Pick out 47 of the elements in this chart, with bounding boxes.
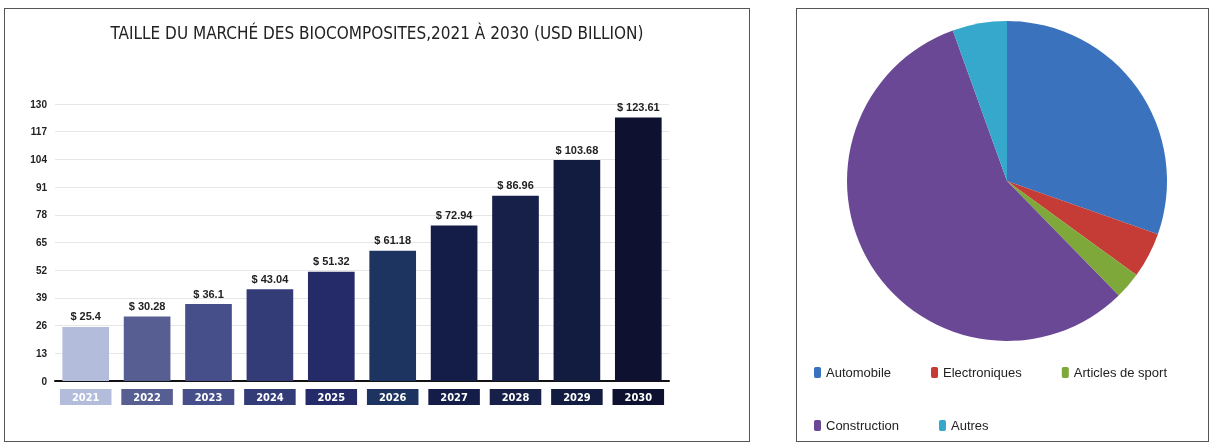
- bar: [123, 316, 171, 381]
- data-label: $ 25.4: [70, 310, 102, 323]
- bar: [246, 289, 294, 381]
- y-tick-label: 65: [35, 237, 48, 248]
- y-tick-label: 78: [35, 209, 48, 221]
- x-tick-label: 2021: [71, 391, 100, 404]
- x-tick-label: 2029: [563, 391, 591, 404]
- bar: [369, 250, 417, 381]
- chart-title: TAILLE DU MARCHÉ DES BIOCOMPOSITES,2021 À 2030 (USD BILLION): [109, 21, 644, 43]
- legend-label: Articles de sport: [1073, 365, 1168, 380]
- y-tick-label: 130: [30, 98, 48, 110]
- x-tick-label: 2028: [501, 391, 530, 404]
- legend-label: Automobile: [826, 365, 892, 380]
- bar: [62, 326, 110, 381]
- data-label: $ 103.68: [555, 143, 599, 156]
- x-tick-label: 2026: [378, 391, 407, 404]
- x-tick-label: 2022: [133, 391, 161, 404]
- y-tick-label: 52: [35, 264, 48, 276]
- data-label: $ 61.18: [374, 234, 412, 247]
- x-tick-label: 2025: [317, 391, 346, 404]
- data-label: $ 36.1: [193, 287, 224, 300]
- bar: [553, 160, 601, 381]
- x-tick-label: 2030: [624, 391, 653, 404]
- data-label: $ 43.04: [251, 272, 290, 285]
- data-label: $ 30.28: [128, 299, 166, 312]
- data-label: $ 86.96: [497, 179, 534, 192]
- bar: [185, 304, 232, 381]
- legend-label: Electroniques: [943, 365, 1023, 380]
- bar: [614, 117, 662, 381]
- bar: [492, 195, 539, 381]
- y-tick-label: 13: [35, 347, 48, 359]
- x-tick-label: 2023: [194, 391, 223, 404]
- bar: [430, 225, 478, 381]
- y-tick-label: 91: [35, 181, 48, 193]
- data-label: $ 123.61: [616, 101, 660, 114]
- y-tick-label: 117: [30, 126, 48, 138]
- y-tick-label: 26: [35, 320, 48, 332]
- legend-label: Construction: [826, 418, 899, 433]
- x-tick-label: 2024: [256, 391, 284, 404]
- y-tick-label: 104: [30, 153, 48, 165]
- data-label: $ 51.32: [312, 255, 350, 268]
- y-tick-label: 0: [41, 375, 48, 387]
- legend-label: Autres: [950, 418, 990, 433]
- data-label: $ 72.94: [435, 209, 474, 222]
- y-tick-label: 39: [35, 292, 48, 304]
- bar: [307, 271, 355, 381]
- x-tick-label: 2027: [440, 391, 468, 404]
